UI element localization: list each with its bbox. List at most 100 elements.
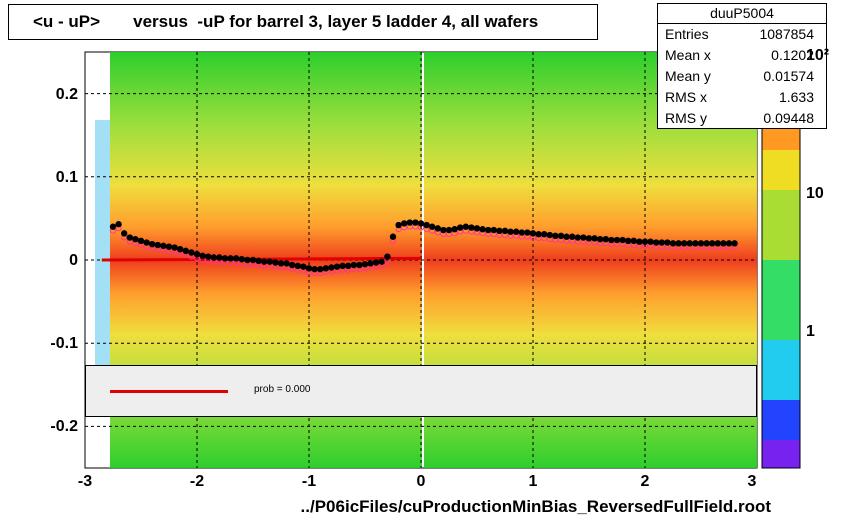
profile-point — [149, 240, 156, 248]
profile-point — [261, 258, 268, 265]
profile-point — [658, 239, 665, 246]
stats-value: 1087854 — [759, 26, 814, 42]
profile-point — [165, 243, 173, 250]
profile-point — [294, 262, 301, 270]
profile-point — [440, 226, 447, 234]
profile-point — [714, 240, 721, 247]
profile-point — [193, 250, 201, 258]
profile-point — [703, 240, 710, 247]
x-tick-label: 0 — [416, 473, 426, 490]
profile-point — [266, 258, 273, 265]
y-tick-label: 0.2 — [55, 86, 78, 103]
profile-point — [725, 240, 733, 247]
profile-point — [356, 261, 363, 269]
profile-point — [485, 226, 492, 234]
profile-point — [317, 265, 324, 273]
profile-point — [552, 232, 559, 240]
profile-point — [602, 236, 609, 243]
profile-point — [216, 254, 223, 261]
profile-point — [546, 231, 553, 239]
profile-point — [367, 260, 374, 267]
profile-point — [238, 255, 245, 263]
heatmap-edge-band — [95, 120, 110, 370]
profile-point — [653, 239, 660, 246]
profile-point — [177, 245, 184, 253]
palette-yellow — [762, 150, 800, 190]
profile-point — [513, 228, 520, 235]
profile-point — [669, 240, 677, 247]
profile-point — [557, 232, 565, 240]
profile-point — [361, 260, 369, 268]
profile-point — [182, 247, 189, 255]
stats-label: RMS x — [665, 89, 707, 105]
chart-title: <u - uP> versus -uP for barrel 3, layer … — [8, 4, 598, 40]
profile-point — [462, 223, 469, 230]
profile-point — [339, 262, 346, 270]
profile-point — [373, 259, 380, 266]
palette-yellow-green — [762, 190, 800, 260]
profile-point — [109, 223, 117, 230]
profile-point — [210, 254, 217, 261]
profile-point — [227, 255, 234, 262]
profile-point — [501, 227, 509, 235]
profile-point — [686, 240, 693, 247]
y-tick-label: 0.1 — [55, 169, 78, 186]
profile-point — [681, 240, 688, 247]
profile-point — [384, 253, 391, 260]
palette-violet — [762, 440, 800, 468]
profile-point — [132, 236, 139, 243]
fit-legend: prob = 0.000 — [85, 365, 757, 417]
stats-value: 0.1202 — [771, 47, 814, 63]
profile-point — [143, 239, 150, 246]
profile-point — [529, 230, 537, 237]
stats-label: Mean x — [665, 47, 711, 63]
fit-legend-label: prob = 0.000 — [254, 384, 311, 395]
profile-point — [401, 220, 408, 227]
profile-point — [255, 257, 262, 265]
profile-point — [597, 236, 604, 243]
profile-point — [137, 237, 145, 245]
profile-point — [518, 229, 525, 236]
z-tick-label: 1 — [806, 323, 815, 340]
stats-label: Mean y — [665, 68, 711, 84]
profile-point — [154, 241, 161, 249]
profile-point — [378, 258, 385, 265]
profile-point — [647, 238, 654, 245]
profile-point — [457, 224, 464, 231]
profile-point — [305, 265, 313, 272]
stats-row-rms-x: RMS x 1.633 — [658, 87, 826, 108]
profile-point — [473, 225, 481, 232]
palette-cyan — [762, 340, 800, 400]
profile-point — [496, 227, 503, 235]
stats-row-rms-y: RMS y 0.09448 — [658, 108, 826, 129]
stats-label: Entries — [665, 26, 709, 42]
profile-point — [591, 235, 598, 242]
profile-point — [608, 236, 615, 244]
x-tick-label: -1 — [301, 473, 317, 490]
profile-point — [311, 265, 318, 273]
profile-point — [406, 219, 413, 226]
profile-point — [322, 265, 329, 272]
z-tick-label: 10² — [806, 47, 830, 64]
profile-point — [205, 253, 212, 260]
profile-point — [395, 221, 402, 229]
profile-point — [541, 231, 548, 238]
y-tick-label: -0.1 — [50, 335, 78, 352]
x-tick-label: 3 — [747, 473, 757, 490]
profile-point — [289, 261, 296, 269]
x-tick-label: 2 — [640, 473, 650, 490]
profile-point — [199, 252, 206, 260]
profile-point — [619, 236, 626, 244]
profile-point — [625, 237, 632, 245]
profile-point — [417, 220, 425, 227]
profile-point — [389, 233, 397, 240]
stats-name: duuP5004 — [658, 4, 826, 24]
stats-row-mean-y: Mean y 0.01574 — [658, 66, 826, 87]
profile-point — [328, 264, 335, 271]
profile-point — [563, 233, 570, 240]
profile-point — [613, 236, 621, 244]
profile-point — [345, 262, 352, 270]
profile-point — [412, 219, 419, 226]
profile-point — [507, 228, 514, 235]
profile-point — [272, 259, 279, 266]
